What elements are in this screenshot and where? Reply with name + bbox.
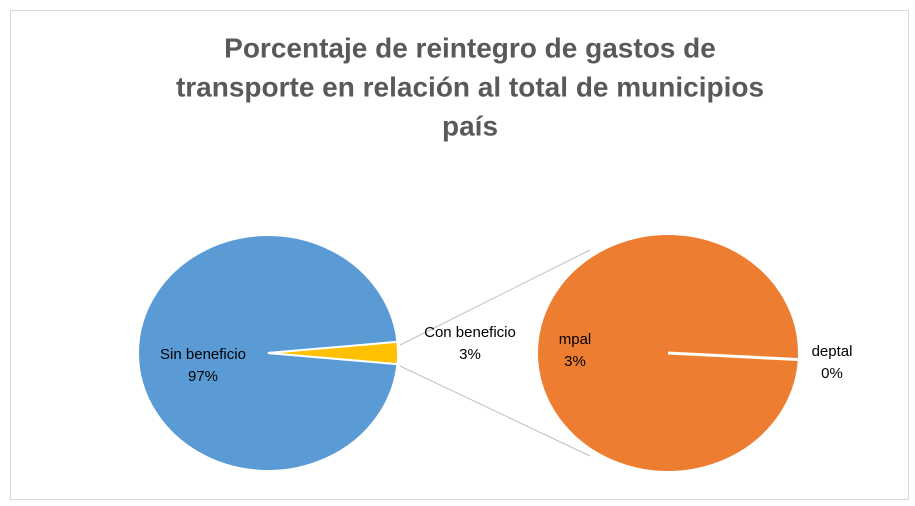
data-label-name: mpal — [559, 331, 592, 348]
data-label-value: 3% — [564, 353, 586, 370]
pie-slice — [667, 351, 798, 361]
chart-title: transporte en relación al total de munic… — [176, 71, 764, 102]
connector-line — [399, 365, 591, 457]
data-label-value: 0% — [821, 365, 843, 382]
data-label-name: deptal — [812, 343, 853, 360]
data-label-name: Sin beneficio — [160, 346, 246, 363]
pie-slice — [137, 234, 399, 472]
connector-line — [399, 249, 591, 346]
chart-title: país — [442, 110, 498, 141]
data-label-value: 97% — [188, 368, 218, 385]
chart-title: Porcentaje de reintegro de gastos de — [224, 32, 716, 63]
data-label-name: Con beneficio — [424, 324, 516, 341]
pie-slice — [267, 340, 399, 366]
data-label-value: 3% — [459, 346, 481, 363]
